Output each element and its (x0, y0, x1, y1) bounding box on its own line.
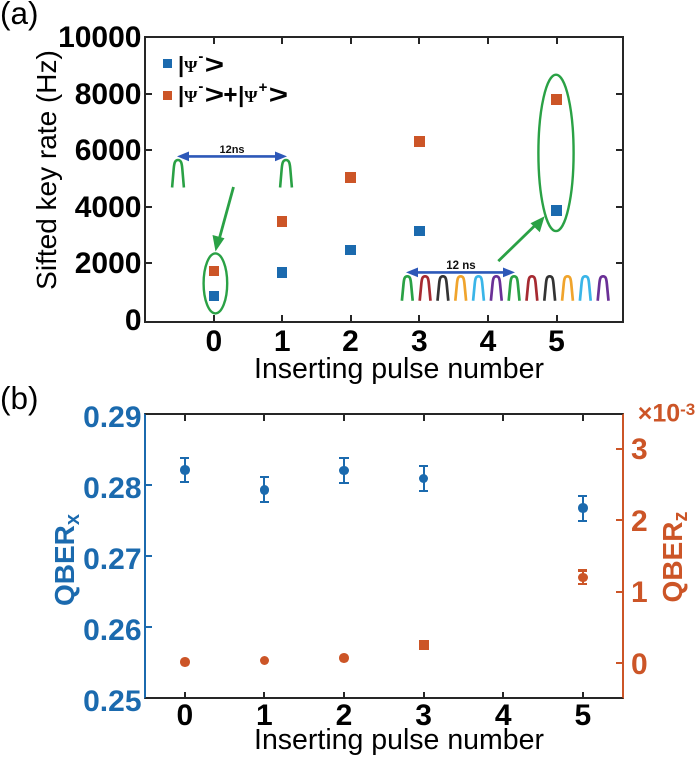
svg-text:12 ns: 12 ns (446, 260, 475, 272)
svg-text:12ns: 12ns (219, 144, 244, 156)
